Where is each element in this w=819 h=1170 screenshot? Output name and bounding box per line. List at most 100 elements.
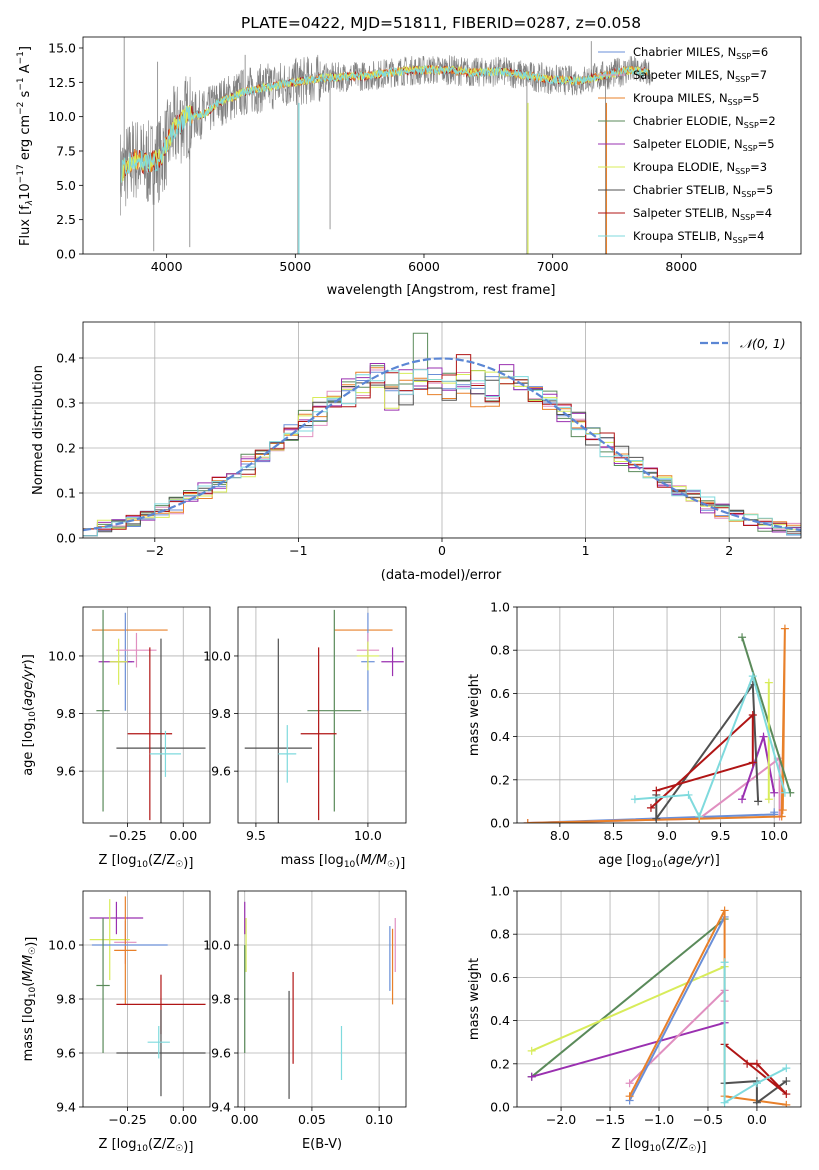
mass-weight-marker xyxy=(752,1079,761,1088)
label-part: age [log xyxy=(21,723,36,776)
mass-weight-marker xyxy=(625,1092,634,1101)
x-tick-label: 10.0 xyxy=(354,828,382,843)
label-sub: 10 xyxy=(651,860,663,870)
y-tick-label: 0.2 xyxy=(56,441,76,456)
legend-sub: SSP xyxy=(736,52,751,61)
mass-weight-marker xyxy=(782,1064,791,1073)
label-part: )] xyxy=(710,853,720,868)
legend-value: =3 xyxy=(750,160,767,174)
x-tick-label: 8.5 xyxy=(604,828,624,843)
label-part: )] xyxy=(24,937,39,947)
legend-name: Chabrier STELIB, N xyxy=(633,183,741,197)
y-tick-label: 7.5 xyxy=(56,143,76,158)
mass-weight-marker xyxy=(720,958,729,967)
legend-value: =5 xyxy=(743,91,760,105)
x-axis-label: E(B-V) xyxy=(302,1137,342,1152)
label-part: )] xyxy=(183,1140,193,1155)
x-tick-label: −0.25 xyxy=(108,1112,146,1127)
mass-weight-marker xyxy=(523,819,532,823)
mass-weight-line xyxy=(724,1080,787,1105)
mass-weight-marker xyxy=(625,1079,634,1088)
x-tick-label: 9.5 xyxy=(246,828,266,843)
x-tick-label: 10.0 xyxy=(760,828,788,843)
label-part: ( xyxy=(21,982,36,987)
x-tick-label: 0.05 xyxy=(298,1112,326,1127)
y-tick-label: 0.0 xyxy=(490,816,510,831)
x-tick-label: 9.5 xyxy=(711,828,731,843)
legend-sub: SSP xyxy=(744,121,759,130)
mass-weight-line xyxy=(723,962,787,1105)
legend-label: Chabrier STELIB, NSSP=5 xyxy=(633,183,773,199)
legend-name: Salpeter MILES, N xyxy=(633,68,735,82)
label-part: mass [log xyxy=(21,998,36,1061)
label-part: Z/Z xyxy=(153,853,175,868)
mass-weight-marker xyxy=(652,814,661,823)
label-part: )] xyxy=(696,1140,706,1155)
label-sub: 10 xyxy=(344,860,356,870)
legend-name: Kroupa ELODIE, N xyxy=(633,160,735,174)
y-tick-label: 10.0 xyxy=(203,938,231,953)
mass-weight-marker xyxy=(752,1098,761,1107)
mass-weight-marker xyxy=(770,788,779,797)
label-part: 10 xyxy=(18,183,33,200)
label-part: ☉ xyxy=(175,1144,183,1154)
label-part: age [log xyxy=(598,853,651,868)
x-tick-label: 6000 xyxy=(408,259,440,274)
x-tick-label: 0 xyxy=(438,543,446,558)
axes-frame xyxy=(237,890,407,1108)
mass-weight-line xyxy=(741,636,792,794)
y-tick-label: 9.6 xyxy=(211,764,231,779)
mass-weight-marker xyxy=(738,795,747,804)
label-part: ☉ xyxy=(175,860,183,870)
y-tick-label: 0.0 xyxy=(56,531,76,546)
mass-weight-line xyxy=(531,1021,725,1078)
label-part: M/M xyxy=(21,955,36,982)
legend-label: Chabrier ELODIE, NSSP=2 xyxy=(633,114,776,130)
legend-value: =2 xyxy=(759,114,776,128)
y-tick-label: 0.0 xyxy=(56,247,76,262)
x-tick-label: 8000 xyxy=(665,259,697,274)
x-tick-label: 0.10 xyxy=(365,1112,393,1127)
y-tick-label: 0.2 xyxy=(490,772,510,787)
panel-4: 9.5 10.0 9.6 9.8 10.0 mass [log10(M/M☉)] xyxy=(203,606,407,871)
y-tick-label: 0.0 xyxy=(490,1100,510,1115)
mass-weight-marker xyxy=(684,790,693,799)
normal-curve xyxy=(83,357,801,532)
mass-weight-marker xyxy=(646,803,655,812)
mass-weight-marker xyxy=(738,633,747,642)
y-tick-label: 0.1 xyxy=(56,486,76,501)
mass-weight-marker xyxy=(764,678,773,687)
label-part: erg cm xyxy=(18,115,33,164)
panel-8: −2.0 −1.5 −1.0 −0.5 0.0 0.0 0.2 0.4 0.6 0.8 1.0 mas… xyxy=(467,884,802,1155)
plot-area xyxy=(83,322,801,538)
y-tick-label: 12.5 xyxy=(48,75,76,90)
legend-label: Chabrier MILES, NSSP=6 xyxy=(633,45,768,61)
panel-5: 8.0 8.5 9.0 9.5 10.0 0.0 0.2 0.4 0.6 0.8 1.0 mass w… xyxy=(467,600,802,870)
plot-area xyxy=(120,37,651,254)
legend-name: Salpeter STELIB, N xyxy=(633,206,740,220)
legend-label: Kroupa STELIB, NSSP=4 xyxy=(633,229,764,245)
mass-weight-marker xyxy=(778,806,787,815)
axes-frame xyxy=(82,890,211,1108)
label-part: ( xyxy=(661,1137,666,1152)
label-sub: 10 xyxy=(28,711,38,723)
mass-weight-marker xyxy=(743,1059,752,1068)
label-part: Z [log xyxy=(612,1137,650,1152)
y-tick-label: 10.0 xyxy=(48,109,76,124)
label-part: Flux [f xyxy=(18,205,33,246)
figure-title: PLATE=0422, MJD=51811, FIBERID=0287, z=0… xyxy=(241,14,641,32)
mass-weight-line xyxy=(655,681,760,822)
x-axis-label: age [log10(age/yr)] xyxy=(598,853,720,870)
y-tick-label: 0.8 xyxy=(490,927,510,942)
y-axis-label: mass weight xyxy=(467,674,482,756)
legend-value: =4 xyxy=(748,229,765,243)
x-tick-label: −2 xyxy=(146,543,164,558)
x-tick-label: 0.0 xyxy=(747,1112,767,1127)
mass-weight-line xyxy=(531,965,726,1052)
y-tick-label: 0.3 xyxy=(56,396,76,411)
label-part: Z [log xyxy=(99,1137,137,1152)
y-tick-label: 10.0 xyxy=(48,938,76,953)
panel-2: −2 −1 0 1 2 0.0 0.1 0.2 0.3 0.4 𝒩(0, 1) (data-model… xyxy=(31,321,802,583)
